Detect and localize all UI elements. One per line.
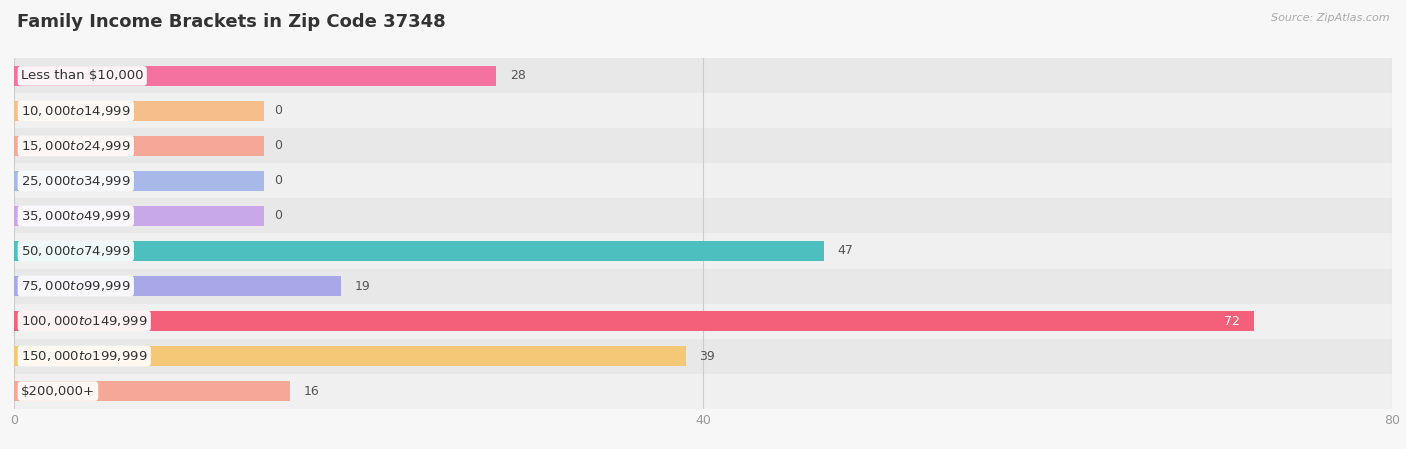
Text: $200,000+: $200,000+ — [21, 385, 96, 397]
Text: $15,000 to $24,999: $15,000 to $24,999 — [21, 139, 131, 153]
Text: 0: 0 — [274, 210, 283, 222]
Text: 0: 0 — [274, 140, 283, 152]
Bar — [14, 66, 496, 85]
Text: 28: 28 — [510, 70, 526, 82]
Text: $25,000 to $34,999: $25,000 to $34,999 — [21, 174, 131, 188]
Bar — [14, 101, 264, 120]
Bar — [14, 269, 1392, 304]
Bar — [14, 172, 264, 190]
Bar — [14, 233, 1392, 269]
Bar — [14, 304, 1392, 339]
Text: Source: ZipAtlas.com: Source: ZipAtlas.com — [1271, 13, 1389, 23]
Text: 72: 72 — [1225, 315, 1240, 327]
Text: 39: 39 — [700, 350, 716, 362]
Text: $150,000 to $199,999: $150,000 to $199,999 — [21, 349, 148, 363]
Text: 16: 16 — [304, 385, 319, 397]
Bar — [14, 58, 1392, 93]
Text: $100,000 to $149,999: $100,000 to $149,999 — [21, 314, 148, 328]
Text: $35,000 to $49,999: $35,000 to $49,999 — [21, 209, 131, 223]
Bar — [14, 93, 1392, 128]
Bar — [14, 128, 1392, 163]
Bar — [14, 312, 1254, 330]
Text: 19: 19 — [356, 280, 371, 292]
Bar — [14, 339, 1392, 374]
Text: Less than $10,000: Less than $10,000 — [21, 70, 143, 82]
Bar — [14, 382, 290, 401]
Text: 0: 0 — [274, 105, 283, 117]
Bar — [14, 242, 824, 260]
Bar — [14, 163, 1392, 198]
Bar — [14, 277, 342, 295]
Bar — [14, 136, 264, 155]
Text: 47: 47 — [838, 245, 853, 257]
Text: Family Income Brackets in Zip Code 37348: Family Income Brackets in Zip Code 37348 — [17, 13, 446, 31]
Text: $10,000 to $14,999: $10,000 to $14,999 — [21, 104, 131, 118]
Text: $50,000 to $74,999: $50,000 to $74,999 — [21, 244, 131, 258]
Bar — [14, 374, 1392, 409]
Text: 0: 0 — [274, 175, 283, 187]
Bar — [14, 207, 264, 225]
Bar — [14, 198, 1392, 233]
Text: $75,000 to $99,999: $75,000 to $99,999 — [21, 279, 131, 293]
Bar — [14, 347, 686, 365]
